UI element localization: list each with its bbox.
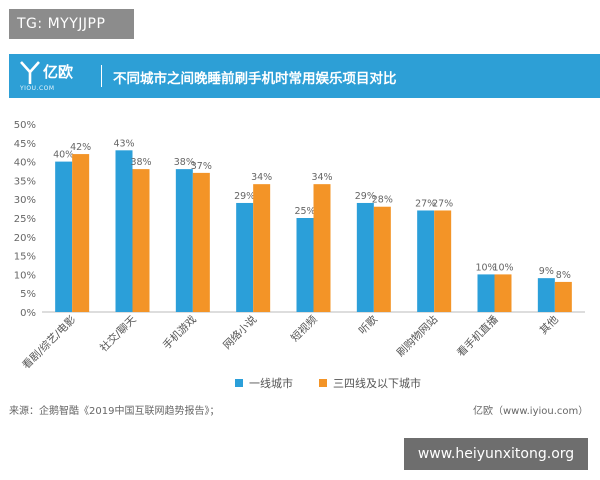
brand-note: 亿欧（www.iyiou.com） xyxy=(473,406,589,417)
bar-series1 xyxy=(537,278,555,312)
x-category-label: 看剧/综艺/电影 xyxy=(20,313,79,372)
bar-series2 xyxy=(313,184,331,312)
source-note: 来源：企鹅智酷《2019中国互联网趋势报告》； xyxy=(9,406,220,417)
x-category-label: 其他 xyxy=(537,313,561,337)
bar-value-label: 8% xyxy=(556,270,571,281)
bar-value-label: 10% xyxy=(475,262,496,273)
bar-value-label: 25% xyxy=(294,206,315,217)
y-tick-label: 20% xyxy=(14,233,36,244)
banner-divider xyxy=(101,65,102,87)
site-watermark: www.heiyunxitong.org xyxy=(404,438,588,470)
yiou-logo-icon xyxy=(20,61,40,84)
tg-badge: TG: MYYJJPP xyxy=(9,9,134,39)
y-tick-label: 5% xyxy=(20,289,36,300)
bar-series2 xyxy=(132,169,150,312)
bar-value-label: 42% xyxy=(70,142,91,153)
x-category-label: 看手机直播 xyxy=(454,313,501,360)
bar-series2 xyxy=(192,172,210,312)
bar-value-label: 9% xyxy=(539,266,554,277)
legend-item-series2: 三四线及以下城市 xyxy=(319,375,421,391)
x-category-label: 短视频 xyxy=(288,313,320,345)
bar-series2 xyxy=(554,281,572,312)
x-category-label: 社交/聊天 xyxy=(97,313,139,355)
y-tick-label: 50% xyxy=(14,120,36,131)
bar-value-label: 29% xyxy=(234,191,255,202)
bar-value-label: 27% xyxy=(415,198,436,209)
bar-series2 xyxy=(253,184,271,312)
y-tick-label: 15% xyxy=(14,252,36,263)
bar-value-label: 10% xyxy=(492,262,513,273)
y-tick-label: 30% xyxy=(14,195,36,206)
legend-item-series1: 一线城市 xyxy=(235,375,293,391)
bar-value-label: 40% xyxy=(53,150,74,161)
y-tick-label: 45% xyxy=(14,139,36,150)
bar-value-label: 37% xyxy=(191,161,212,172)
bar-value-label: 34% xyxy=(251,172,272,183)
bar-value-label: 28% xyxy=(372,195,393,206)
bar-value-label: 29% xyxy=(355,191,376,202)
title-banner: 亿欧 YIOU.COM 不同城市之间晚睡前刷手机时常用娱乐项目对比 xyxy=(9,54,600,98)
legend-label-series1: 一线城市 xyxy=(249,377,293,390)
bar-series2 xyxy=(373,206,391,312)
x-category-label: 听歌 xyxy=(356,313,380,337)
bar-value-label: 38% xyxy=(174,157,195,168)
bar-series2 xyxy=(72,154,90,312)
x-category-label: 网络小说 xyxy=(220,313,259,352)
bar-series1 xyxy=(417,210,435,312)
bar-value-label: 34% xyxy=(311,172,332,183)
bar-series1 xyxy=(296,218,314,312)
x-category-label: 刷购物网站 xyxy=(394,313,441,360)
legend-swatch-series1 xyxy=(235,379,243,387)
bar-series1 xyxy=(477,274,495,312)
y-tick-label: 0% xyxy=(20,308,36,319)
logo-text: 亿欧 xyxy=(43,63,74,81)
bar-series1 xyxy=(236,202,254,312)
bar-chart: 0% 5% 10% 15% 20% 25% 30% 35% 40% 45% 50% 40% 42% 看剧/… xyxy=(0,110,600,400)
bar-value-label: 27% xyxy=(432,198,453,209)
bar-value-label: 43% xyxy=(113,138,134,149)
bar-series1 xyxy=(55,161,73,312)
bar-series2 xyxy=(434,210,452,312)
chart-legend: 一线城市 三四线及以下城市 xyxy=(235,376,447,390)
x-category-label: 手机游戏 xyxy=(160,313,199,352)
logo-subtext: YIOU.COM xyxy=(20,85,55,92)
bar-series2 xyxy=(494,274,512,312)
y-tick-label: 10% xyxy=(14,270,36,281)
legend-label-series2: 三四线及以下城市 xyxy=(333,377,421,390)
bar-series1 xyxy=(356,202,374,312)
bar-series1 xyxy=(175,169,193,312)
bar-value-label: 38% xyxy=(130,157,151,168)
y-tick-label: 25% xyxy=(14,214,36,225)
chart-svg: 0%5%10%15%20%25%30%35%40%45%50%40%42%看剧/… xyxy=(14,120,585,372)
y-tick-label: 40% xyxy=(14,158,36,169)
legend-swatch-series2 xyxy=(319,379,327,387)
chart-title: 不同城市之间晚睡前刷手机时常用娱乐项目对比 xyxy=(113,71,397,87)
y-tick-label: 35% xyxy=(14,176,36,187)
bar-series1 xyxy=(115,150,133,312)
